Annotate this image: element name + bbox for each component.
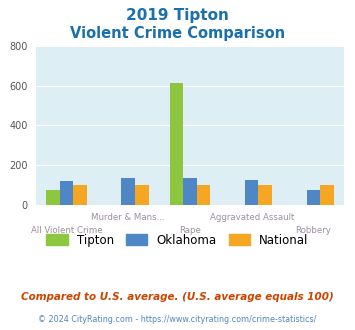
Text: Compared to U.S. average. (U.S. average equals 100): Compared to U.S. average. (U.S. average … [21,292,334,302]
Text: Violent Crime Comparison: Violent Crime Comparison [70,26,285,41]
Text: © 2024 CityRating.com - https://www.cityrating.com/crime-statistics/: © 2024 CityRating.com - https://www.city… [38,315,317,324]
Bar [73,185,87,205]
Text: Aggravated Assault: Aggravated Assault [209,213,294,222]
Bar [197,185,210,205]
Text: Murder & Mans...: Murder & Mans... [91,213,165,222]
Bar [245,180,258,205]
Text: Robbery: Robbery [295,226,332,235]
Text: All Violent Crime: All Violent Crime [31,226,102,235]
Text: Rape: Rape [179,226,201,235]
Bar [320,185,334,205]
Bar [46,190,60,205]
Bar [170,83,183,205]
Bar [60,181,73,205]
Bar [121,178,135,205]
Bar [258,185,272,205]
Legend: Tipton, Oklahoma, National: Tipton, Oklahoma, National [42,229,313,251]
Text: 2019 Tipton: 2019 Tipton [126,8,229,23]
Bar [135,185,148,205]
Bar [307,190,320,205]
Bar [183,178,197,205]
